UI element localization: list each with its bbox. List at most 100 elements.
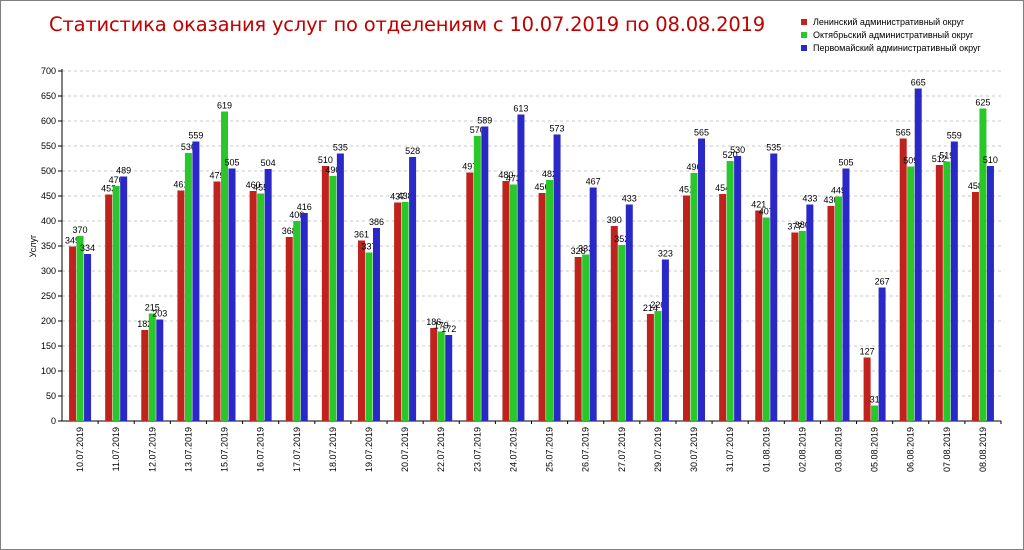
- x-tick-label: 01.08.2019: [761, 427, 771, 472]
- chart-title: Статистика оказания услуг по отделениям …: [49, 13, 765, 36]
- bar: [466, 172, 474, 421]
- bar: [899, 138, 907, 421]
- x-tick-label: 24.07.2019: [508, 427, 518, 472]
- bar: [105, 194, 113, 421]
- bar: [553, 134, 561, 421]
- bar: [646, 314, 654, 421]
- x-tick-label: 23.07.2019: [472, 427, 482, 472]
- data-label: 179: [434, 321, 449, 331]
- data-label: 536: [181, 142, 196, 152]
- bar: [293, 221, 301, 421]
- data-label: 519: [939, 151, 954, 161]
- data-label: 430: [823, 195, 838, 205]
- data-label: 570: [470, 125, 485, 135]
- bar: [177, 190, 185, 421]
- y-tick-label: 700: [41, 66, 56, 76]
- data-label: 328: [571, 246, 586, 256]
- bar: [264, 169, 272, 421]
- data-label: 451: [679, 185, 694, 195]
- data-label: 559: [188, 131, 203, 141]
- y-tick-label: 650: [41, 91, 56, 101]
- bar: [357, 240, 365, 421]
- data-label: 454: [715, 183, 730, 193]
- data-label: 530: [730, 145, 745, 155]
- bar: [84, 254, 92, 421]
- bar: [734, 156, 742, 421]
- bar: [473, 136, 481, 421]
- bar: [481, 126, 489, 421]
- data-label: 437: [390, 192, 405, 202]
- y-tick-label: 0: [51, 416, 56, 426]
- data-label: 497: [462, 162, 477, 172]
- data-label: 535: [766, 143, 781, 153]
- bar: [546, 180, 554, 421]
- bar: [509, 184, 517, 421]
- data-label: 458: [968, 181, 983, 191]
- bar: [798, 231, 806, 421]
- data-label: 377: [787, 222, 802, 232]
- bar: [184, 153, 192, 421]
- data-label: 473: [506, 174, 521, 184]
- x-tick-label: 06.08.2019: [906, 427, 916, 472]
- data-label: 438: [398, 191, 413, 201]
- bar: [401, 202, 409, 421]
- bar: [863, 357, 871, 421]
- y-tick-label: 300: [41, 266, 56, 276]
- x-tick-label: 27.07.2019: [617, 427, 627, 472]
- bar: [907, 166, 915, 421]
- data-label: 349: [65, 236, 80, 246]
- bar: [372, 228, 380, 421]
- data-label: 490: [325, 165, 340, 175]
- data-label: 589: [477, 116, 492, 126]
- bar: [285, 237, 293, 421]
- bar: [76, 236, 84, 421]
- bar: [517, 114, 525, 421]
- bar: [654, 311, 662, 421]
- x-tick-label: 19.07.2019: [364, 427, 374, 472]
- bar: [661, 259, 669, 421]
- data-label: 421: [751, 200, 766, 210]
- bar: [827, 206, 835, 421]
- bar: [221, 111, 229, 421]
- y-tick-label: 200: [41, 316, 56, 326]
- data-label: 470: [109, 175, 124, 185]
- data-label: 480: [498, 170, 513, 180]
- data-label: 510: [983, 155, 998, 165]
- x-tick-label: 15.07.2019: [220, 427, 230, 472]
- bar: [192, 141, 200, 421]
- bar: [755, 210, 763, 421]
- data-label: 323: [658, 249, 673, 259]
- x-tick-label: 29.07.2019: [653, 427, 663, 472]
- bar: [683, 195, 691, 421]
- bar: [914, 88, 922, 421]
- bar: [698, 138, 706, 421]
- legend-swatch-leninsky: [801, 18, 807, 25]
- data-label: 510: [318, 155, 333, 165]
- bar: [120, 176, 128, 421]
- data-label: 467: [586, 177, 601, 187]
- data-label: 433: [802, 194, 817, 204]
- bar: [112, 186, 120, 421]
- data-label: 565: [896, 128, 911, 138]
- x-tick-label: 02.08.2019: [797, 427, 807, 472]
- data-label: 334: [80, 243, 95, 253]
- data-label: 337: [361, 242, 376, 252]
- data-label: 619: [217, 101, 232, 111]
- data-label: 455: [253, 183, 268, 193]
- bar: [935, 165, 943, 421]
- y-tick-label: 150: [41, 341, 56, 351]
- legend-swatch-pervomaisky: [801, 44, 807, 51]
- data-label: 460: [246, 180, 261, 190]
- bar: [445, 335, 453, 421]
- data-label: 535: [333, 143, 348, 153]
- data-label: 31: [870, 395, 880, 405]
- data-label: 333: [578, 244, 593, 254]
- data-label: 509: [903, 156, 918, 166]
- data-label: 665: [911, 78, 926, 88]
- bar: [213, 181, 221, 421]
- bar: [141, 330, 149, 421]
- data-label: 496: [687, 162, 702, 172]
- x-tick-label: 03.08.2019: [833, 427, 843, 472]
- bar: [582, 254, 590, 421]
- bar: [430, 328, 438, 421]
